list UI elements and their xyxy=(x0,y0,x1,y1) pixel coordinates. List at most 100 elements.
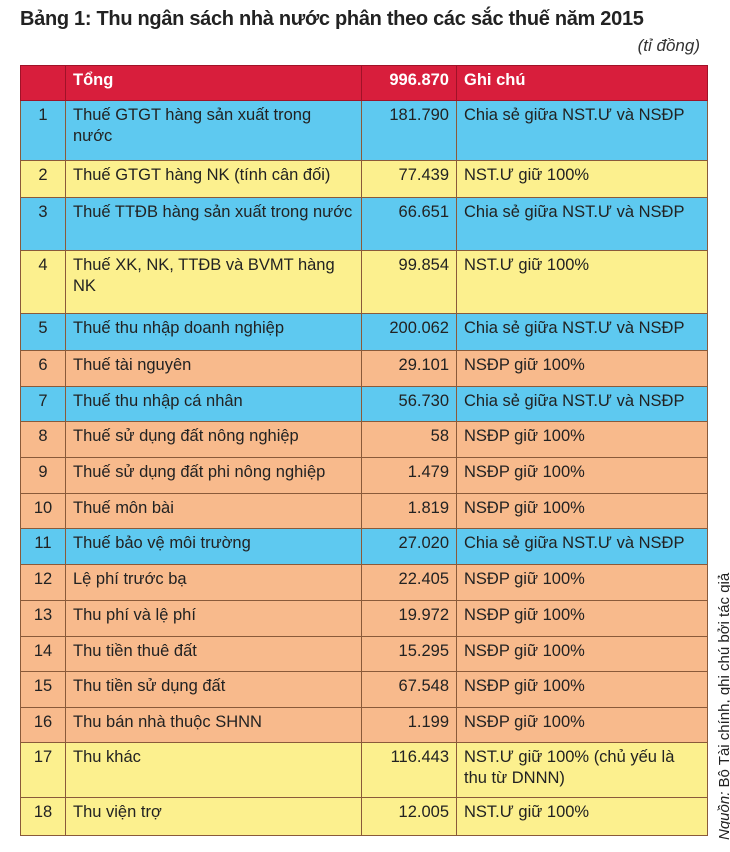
row-number: 17 xyxy=(20,742,66,798)
table-row: 8 Thuế sử dụng đất nông nghiệp 58 NSĐP giữ … xyxy=(20,421,708,458)
table-row: 10 Thuế môn bài 1.819 NSĐP giữ 100% xyxy=(20,493,708,529)
row-value: 181.790 xyxy=(361,100,457,161)
row-name: Thu phí và lệ phí xyxy=(65,600,362,637)
table-row: 9 Thuế sử dụng đất phi nông nghiệp 1.479 NS… xyxy=(20,457,708,494)
table-row: 6 Thuế tài nguyên 29.101 NSĐP giữ 100% xyxy=(20,350,708,387)
row-number: 10 xyxy=(20,493,66,529)
row-note: NST.Ư giữ 100% xyxy=(456,797,708,836)
row-number: 3 xyxy=(20,197,66,251)
row-note: Chia sẻ giữa NST.Ư và NSĐP xyxy=(456,386,708,422)
table-row: 18 Thu viện trợ 12.005 NST.Ư giữ 100% xyxy=(20,797,708,836)
row-note: NSĐP giữ 100% xyxy=(456,636,708,672)
row-note: Chia sẻ giữa NST.Ư và NSĐP xyxy=(456,100,708,161)
row-note: NSĐP giữ 100% xyxy=(456,421,708,458)
source-label: Nguồn: xyxy=(716,791,730,840)
row-name: Thuế bảo vệ môi trường xyxy=(65,528,362,565)
row-value: 15.295 xyxy=(361,636,457,672)
row-name: Thuế XK, NK, TTĐB và BVMT hàng NK xyxy=(65,250,362,314)
row-note: Chia sẻ giữa NST.Ư và NSĐP xyxy=(456,313,708,351)
row-name: Thuế TTĐB hàng sản xuất trong nước xyxy=(65,197,362,251)
row-name: Thu tiền thuê đất xyxy=(65,636,362,672)
row-note: NSĐP giữ 100% xyxy=(456,564,708,601)
row-value: 1.479 xyxy=(361,457,457,494)
row-value: 19.972 xyxy=(361,600,457,637)
row-value: 29.101 xyxy=(361,350,457,387)
table-row: 14 Thu tiền thuê đất 15.295 NSĐP giữ 100% xyxy=(20,636,708,672)
row-name: Thu khác xyxy=(65,742,362,798)
row-name: Thuế thu nhập doanh nghiệp xyxy=(65,313,362,351)
row-name: Thuế sử dụng đất phi nông nghiệp xyxy=(65,457,362,494)
table-row: 2 Thuế GTGT hàng NK (tính cân đối) 77.439 N… xyxy=(20,160,708,198)
row-value: 22.405 xyxy=(361,564,457,601)
header-note: Ghi chú xyxy=(456,65,708,101)
row-value: 1.199 xyxy=(361,707,457,743)
row-number: 7 xyxy=(20,386,66,422)
row-number: 1 xyxy=(20,100,66,161)
row-note: NST.Ư giữ 100% (chủ yếu là thu từ DNNN) xyxy=(456,742,708,798)
row-name: Thuế thu nhập cá nhân xyxy=(65,386,362,422)
row-number: 4 xyxy=(20,250,66,314)
row-note: NSĐP giữ 100% xyxy=(456,707,708,743)
row-name: Thu viện trợ xyxy=(65,797,362,836)
row-number: 11 xyxy=(20,528,66,565)
table-row: 11 Thuế bảo vệ môi trường 27.020 Chia sẻ gi… xyxy=(20,528,708,565)
row-number: 5 xyxy=(20,313,66,351)
row-note: NSĐP giữ 100% xyxy=(456,600,708,637)
row-number: 18 xyxy=(20,797,66,836)
row-note: Chia sẻ giữa NST.Ư và NSĐP xyxy=(456,197,708,251)
row-number: 12 xyxy=(20,564,66,601)
row-note: NST.Ư giữ 100% xyxy=(456,250,708,314)
header-total-label: Tổng xyxy=(65,65,362,101)
source-text: Bộ Tài chính, ghi chú bởi tác giả xyxy=(716,572,730,788)
row-note: NSĐP giữ 100% xyxy=(456,350,708,387)
tax-revenue-table: Tổng 996.870 Ghi chú 1 Thuế GTGT hàng sản… xyxy=(20,65,708,836)
row-number: 16 xyxy=(20,707,66,743)
row-name: Thuế môn bài xyxy=(65,493,362,529)
row-value: 67.548 xyxy=(361,671,457,708)
table-row: 1 Thuế GTGT hàng sản xuất trong nước 181.7… xyxy=(20,100,708,161)
header-row: Tổng 996.870 Ghi chú xyxy=(20,65,708,101)
unit-label: (tỉ đồng) xyxy=(637,36,700,55)
row-note: NST.Ư giữ 100% xyxy=(456,160,708,198)
row-number: 9 xyxy=(20,457,66,494)
row-value: 116.443 xyxy=(361,742,457,798)
row-value: 66.651 xyxy=(361,197,457,251)
source-note: Nguồn: Bộ Tài chính, ghi chú bởi tác giả xyxy=(716,573,730,840)
row-name: Thuế tài nguyên xyxy=(65,350,362,387)
table-row: 7 Thuế thu nhập cá nhân 56.730 Chia sẻ giữa… xyxy=(20,386,708,422)
row-note: NSĐP giữ 100% xyxy=(456,493,708,529)
table-row: 17 Thu khác 116.443 NST.Ư giữ 100% (chủ yếu… xyxy=(20,742,708,798)
row-value: 12.005 xyxy=(361,797,457,836)
row-name: Thuế GTGT hàng NK (tính cân đối) xyxy=(65,160,362,198)
row-name: Thu bán nhà thuộc SHNN xyxy=(65,707,362,743)
row-number: 6 xyxy=(20,350,66,387)
row-value: 77.439 xyxy=(361,160,457,198)
row-number: 8 xyxy=(20,421,66,458)
row-value: 58 xyxy=(361,421,457,458)
row-name: Thu tiền sử dụng đất xyxy=(65,671,362,708)
row-value: 56.730 xyxy=(361,386,457,422)
row-note: Chia sẻ giữa NST.Ư và NSĐP xyxy=(456,528,708,565)
row-name: Thuế GTGT hàng sản xuất trong nước xyxy=(65,100,362,161)
header-num xyxy=(20,65,66,101)
row-note: NSĐP giữ 100% xyxy=(456,457,708,494)
row-value: 1.819 xyxy=(361,493,457,529)
row-name: Lệ phí trước bạ xyxy=(65,564,362,601)
table-row: 16 Thu bán nhà thuộc SHNN 1.199 NSĐP giữ 10… xyxy=(20,707,708,743)
table-title: Bảng 1: Thu ngân sách nhà nước phân theo… xyxy=(20,8,644,30)
row-value: 27.020 xyxy=(361,528,457,565)
table-row: 5 Thuế thu nhập doanh nghiệp 200.062 Chia s… xyxy=(20,313,708,351)
table-row: 12 Lệ phí trước bạ 22.405 NSĐP giữ 100% xyxy=(20,564,708,601)
table-row: 4 Thuế XK, NK, TTĐB và BVMT hàng NK 99.854… xyxy=(20,250,708,314)
row-value: 99.854 xyxy=(361,250,457,314)
table-row: 3 Thuế TTĐB hàng sản xuất trong nước 66.65… xyxy=(20,197,708,251)
row-number: 14 xyxy=(20,636,66,672)
table-row: 13 Thu phí và lệ phí 19.972 NSĐP giữ 100% xyxy=(20,600,708,637)
row-number: 2 xyxy=(20,160,66,198)
row-number: 15 xyxy=(20,671,66,708)
row-note: NSĐP giữ 100% xyxy=(456,671,708,708)
header-total-value: 996.870 xyxy=(361,65,457,101)
row-number: 13 xyxy=(20,600,66,637)
table-row: 15 Thu tiền sử dụng đất 67.548 NSĐP giữ 100… xyxy=(20,671,708,708)
row-value: 200.062 xyxy=(361,313,457,351)
